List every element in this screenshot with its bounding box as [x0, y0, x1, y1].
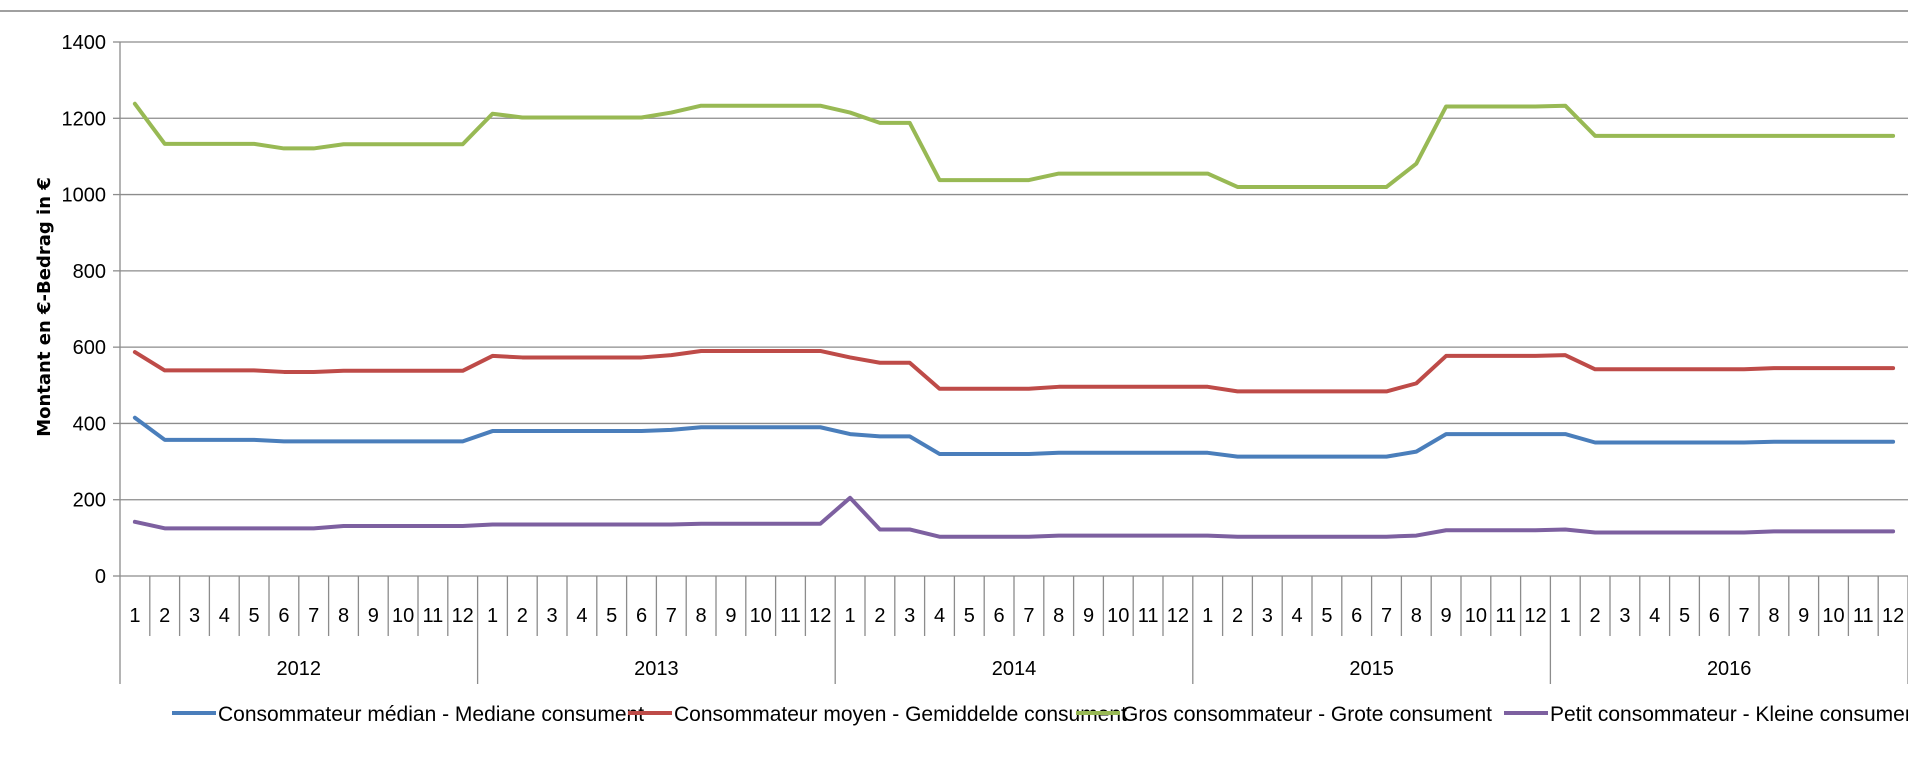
y-tick-label: 800 [73, 261, 106, 283]
legend-entry: Petit consommateur - Kleine consument [1550, 703, 1908, 726]
legend: Consommateur médian - Mediane consument C… [172, 703, 1908, 726]
month-tick-label: 1 [1560, 605, 1571, 627]
legend-entry: Gros consommateur - Grote consument [1122, 703, 1492, 726]
month-tick-label: 9 [368, 605, 379, 627]
series-line [132, 415, 1896, 459]
month-tick-label: 7 [1381, 605, 1392, 627]
month-tick-label: 7 [308, 605, 319, 627]
month-tick-label: 8 [338, 605, 349, 627]
month-tick-label: 7 [666, 605, 677, 627]
legend-entry: Consommateur moyen - Gemiddelde consumen… [674, 703, 1127, 726]
month-tick-label: 10 [1465, 605, 1487, 627]
month-tick-label: 4 [576, 605, 587, 627]
month-tick-label: 7 [1739, 605, 1750, 627]
y-axis-label: Montant en €-Bedrag in € [34, 177, 55, 437]
month-tick-label: 5 [964, 605, 975, 627]
month-tick-label: 1 [487, 605, 498, 627]
month-tick-label: 4 [934, 605, 945, 627]
series-lines [132, 101, 1896, 539]
month-tick-label: 2 [874, 605, 885, 627]
month-tick-label: 11 [1495, 605, 1516, 627]
month-tick-label: 1 [845, 605, 856, 627]
month-tick-label: 6 [994, 605, 1005, 627]
month-tick-label: 10 [392, 605, 414, 627]
x-axis: 1 2 3 4 5 6 7 8 9 10 11 12 1 2 3 4 5 6 7 8 9 10 11 12 1 2 3 4 5 6 7 8 9 1… [119, 575, 1908, 684]
y-tick-label: 0 [95, 566, 106, 588]
month-tick-label: 3 [189, 605, 200, 627]
month-tick-label: 11 [423, 605, 444, 627]
month-tick-label: 5 [1321, 605, 1332, 627]
month-tick-label: 5 [249, 605, 260, 627]
series-line [132, 495, 1896, 539]
month-tick-label: 12 [1882, 605, 1904, 627]
month-tick-label: 8 [1768, 605, 1779, 627]
y-tick-label: 400 [73, 413, 106, 435]
month-tick-label: 6 [1351, 605, 1362, 627]
series-line [132, 101, 1896, 189]
year-tick-label: 2012 [277, 658, 322, 680]
month-tick-label: 6 [636, 605, 647, 627]
month-tick-label: 10 [750, 605, 772, 627]
month-tick-label: 9 [1083, 605, 1094, 627]
gridlines [120, 41, 1908, 501]
y-tick-label: 200 [73, 490, 106, 512]
month-tick-label: 12 [1524, 605, 1546, 627]
month-tick-label: 10 [1822, 605, 1844, 627]
month-tick-label: 4 [219, 605, 230, 627]
month-tick-label: 5 [1679, 605, 1690, 627]
month-tick-label: 3 [904, 605, 915, 627]
month-tick-label: 3 [1619, 605, 1630, 627]
month-tick-label: 1 [1202, 605, 1213, 627]
month-tick-label: 12 [1167, 605, 1189, 627]
month-tick-label: 7 [1023, 605, 1034, 627]
month-tick-label: 12 [809, 605, 831, 627]
month-tick-label: 1 [129, 605, 140, 627]
month-tick-label: 6 [278, 605, 289, 627]
month-tick-label: 3 [1262, 605, 1273, 627]
month-tick-label: 11 [1138, 605, 1159, 627]
year-tick-label: 2013 [634, 658, 679, 680]
month-tick-label: 2 [1590, 605, 1601, 627]
y-tick-label: 1200 [62, 108, 107, 130]
month-tick-label: 2 [517, 605, 528, 627]
y-tick-label: 1000 [62, 185, 107, 207]
month-tick-label: 8 [1053, 605, 1064, 627]
month-tick-label: 4 [1649, 605, 1660, 627]
month-tick-label: 11 [1853, 605, 1874, 627]
month-tick-label: 2 [1232, 605, 1243, 627]
month-tick-label: 2 [159, 605, 170, 627]
month-tick-label: 6 [1709, 605, 1720, 627]
month-tick-label: 9 [1798, 605, 1809, 627]
year-tick-label: 2014 [992, 658, 1037, 680]
month-tick-label: 8 [1411, 605, 1422, 627]
month-tick-label: 10 [1107, 605, 1129, 627]
month-tick-label: 4 [1292, 605, 1303, 627]
month-tick-label: 3 [547, 605, 558, 627]
y-tick-label: 600 [73, 337, 106, 359]
month-tick-label: 9 [1441, 605, 1452, 627]
month-tick-label: 5 [606, 605, 617, 627]
month-tick-label: 11 [780, 605, 801, 627]
month-tick-label: 8 [696, 605, 707, 627]
y-axis: 0 200 400 600 800 1000 1200 1400 [62, 32, 121, 588]
series-line [132, 348, 1896, 394]
y-tick-label: 1400 [62, 32, 107, 54]
month-tick-label: 9 [725, 605, 736, 627]
legend-entry: Consommateur médian - Mediane consument [218, 703, 644, 726]
year-tick-label: 2015 [1349, 658, 1394, 680]
year-tick-label: 2016 [1707, 658, 1752, 680]
month-tick-label: 12 [452, 605, 474, 627]
